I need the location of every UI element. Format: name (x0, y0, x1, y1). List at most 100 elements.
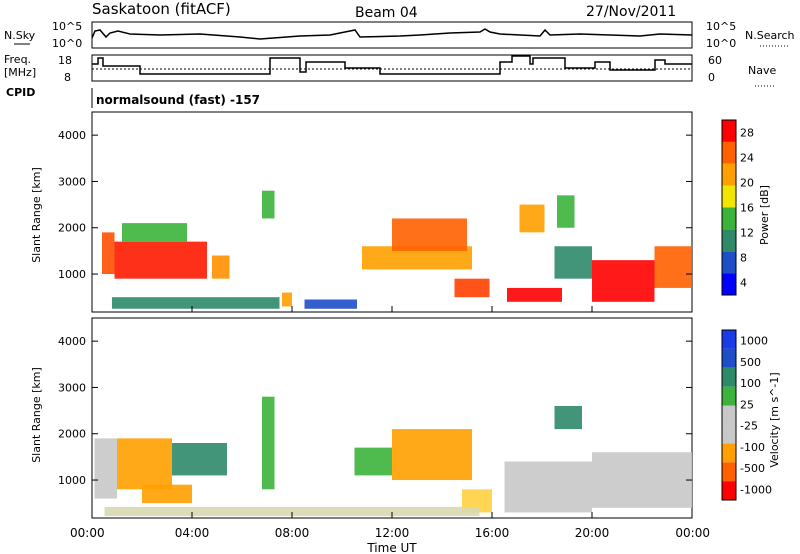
velocity-ytick-label: 1000 (58, 474, 86, 487)
velocity-cell (504, 461, 592, 513)
velocity-cell (104, 506, 480, 517)
power-colorbar-frame (721, 119, 737, 296)
noise-sky-line (91, 28, 693, 40)
power-panel: 4000 3000 2000 1000 Slant Range [km] 28 24 20… (30, 111, 771, 313)
x-tick-label: 00:00 (675, 526, 710, 540)
power-colorbar-tick: 8 (740, 252, 747, 265)
x-axis: 00:00 04:00 08:00 12:00 16:00 20:00 00:00 (70, 306, 710, 540)
x-tick-label: 00:00 (70, 526, 105, 540)
velocity-colorbar-tick: -1000 (740, 483, 772, 496)
velocity-cell (354, 447, 392, 476)
x-axis-label: Time UT (366, 541, 417, 554)
power-colorbar-segment (722, 207, 736, 230)
power-data (102, 190, 692, 309)
velocity-colorbar-segment (722, 405, 736, 425)
cpid-program: normalsound (fast) -157 (96, 93, 260, 107)
date-label: 27/Nov/2011 (586, 4, 676, 20)
velocity-y-label: Slant Range [km] (30, 367, 43, 463)
velocity-colorbar-segment (722, 386, 736, 406)
cpid-label: CPID (6, 86, 35, 99)
power-cell (114, 241, 207, 279)
velocity-cell (94, 438, 117, 499)
velocity-colorbar-segment (722, 443, 736, 463)
site-title: Saskatoon (fitACF) (92, 0, 231, 18)
velocity-ytick-label: 4000 (58, 335, 86, 348)
freq-label-line1: Freq. (4, 53, 31, 66)
velocity-colorbar-label: Velocity [m s^-1] (768, 372, 781, 467)
freq-left-tick-low: 8 (64, 71, 71, 84)
x-tick-label: 08:00 (275, 526, 310, 540)
power-cell (454, 278, 490, 298)
freq-right-tick-low: 0 (708, 71, 715, 84)
x-tick-label: 12:00 (375, 526, 410, 540)
power-colorbar-segment (722, 273, 736, 295)
velocity-colorbar-segment (722, 348, 736, 368)
power-cell (282, 292, 292, 307)
velocity-colorbar: 1000 500 100 25 -25 -100 -500 -1000 (721, 329, 772, 501)
velocity-colorbar-tick: -25 (740, 420, 758, 433)
freq-right-tick-high: 60 (708, 54, 722, 67)
power-cell (519, 204, 545, 233)
velocity-y-axis: 4000 3000 2000 1000 (58, 335, 692, 487)
noise-right-tick-high: 10^5 (706, 20, 736, 33)
power-y-label: Slant Range [km] (30, 167, 43, 263)
power-colorbar-segment (722, 163, 736, 186)
velocity-colorbar-tick: -100 (740, 441, 765, 454)
velocity-cell (172, 443, 227, 476)
power-colorbar-segment (722, 229, 736, 252)
freq-left-tick-high: 18 (58, 54, 72, 67)
power-colorbar-segment (722, 141, 736, 164)
freq-line (92, 55, 692, 75)
x-tick-label: 16:00 (475, 526, 510, 540)
power-cell (392, 218, 467, 251)
power-colorbar-tick: 12 (740, 227, 754, 240)
power-ytick-label: 4000 (58, 129, 86, 142)
power-ytick-label: 2000 (58, 222, 86, 235)
noise-sky-label: N.Sky (4, 29, 36, 42)
velocity-colorbar-tick: 25 (740, 398, 754, 411)
power-colorbar-tick: 16 (740, 202, 754, 215)
velocity-colorbar-segment (722, 424, 736, 444)
velocity-colorbar-segment (722, 462, 736, 482)
x-tick-label: 20:00 (575, 526, 610, 540)
velocity-colorbar-tick: 1000 (740, 335, 768, 348)
power-cell (507, 287, 562, 302)
power-cell (122, 223, 187, 242)
power-colorbar-segment (722, 251, 736, 274)
nave-label: Nave (748, 64, 776, 77)
power-colorbar-tick: 4 (740, 277, 747, 290)
power-colorbar-tick: 20 (740, 177, 754, 190)
velocity-colorbar-tick: -500 (740, 462, 765, 475)
power-cell (554, 246, 592, 279)
power-cell (362, 246, 472, 270)
velocity-ytick-label: 3000 (58, 381, 86, 394)
power-cell (557, 195, 575, 228)
velocity-colorbar-segment (722, 330, 736, 349)
noise-search-label: N.Search (745, 29, 795, 42)
noise-left-tick-high: 10^5 (52, 20, 82, 33)
beam-label: Beam 04 (355, 5, 418, 21)
velocity-colorbar-tick: 100 (740, 377, 761, 390)
power-cell (304, 299, 357, 309)
velocity-ytick-label: 2000 (58, 428, 86, 441)
power-y-axis: 4000 3000 2000 1000 (58, 129, 692, 281)
velocity-cell (262, 396, 275, 490)
x-tick-label: 04:00 (175, 526, 210, 540)
power-cell (102, 232, 115, 275)
power-cell (212, 255, 230, 279)
velocity-cell (392, 429, 472, 481)
power-colorbar-tick: 24 (740, 152, 754, 165)
velocity-cell (142, 484, 192, 504)
velocity-cell (117, 438, 172, 490)
freq-label-line2: [MHz] (4, 66, 36, 79)
power-cell (592, 260, 655, 302)
noise-right-tick-low: 10^0 (706, 37, 736, 50)
velocity-panel: 4000 3000 2000 1000 Slant Range [km] 1000 50… (30, 317, 781, 519)
power-cell (654, 246, 692, 288)
power-colorbar-tick: 28 (740, 127, 754, 140)
power-colorbar-label: Power [dB] (758, 185, 771, 245)
velocity-cell (462, 489, 492, 513)
power-ytick-label: 3000 (58, 175, 86, 188)
noise-left-tick-low: 10^0 (52, 37, 82, 50)
